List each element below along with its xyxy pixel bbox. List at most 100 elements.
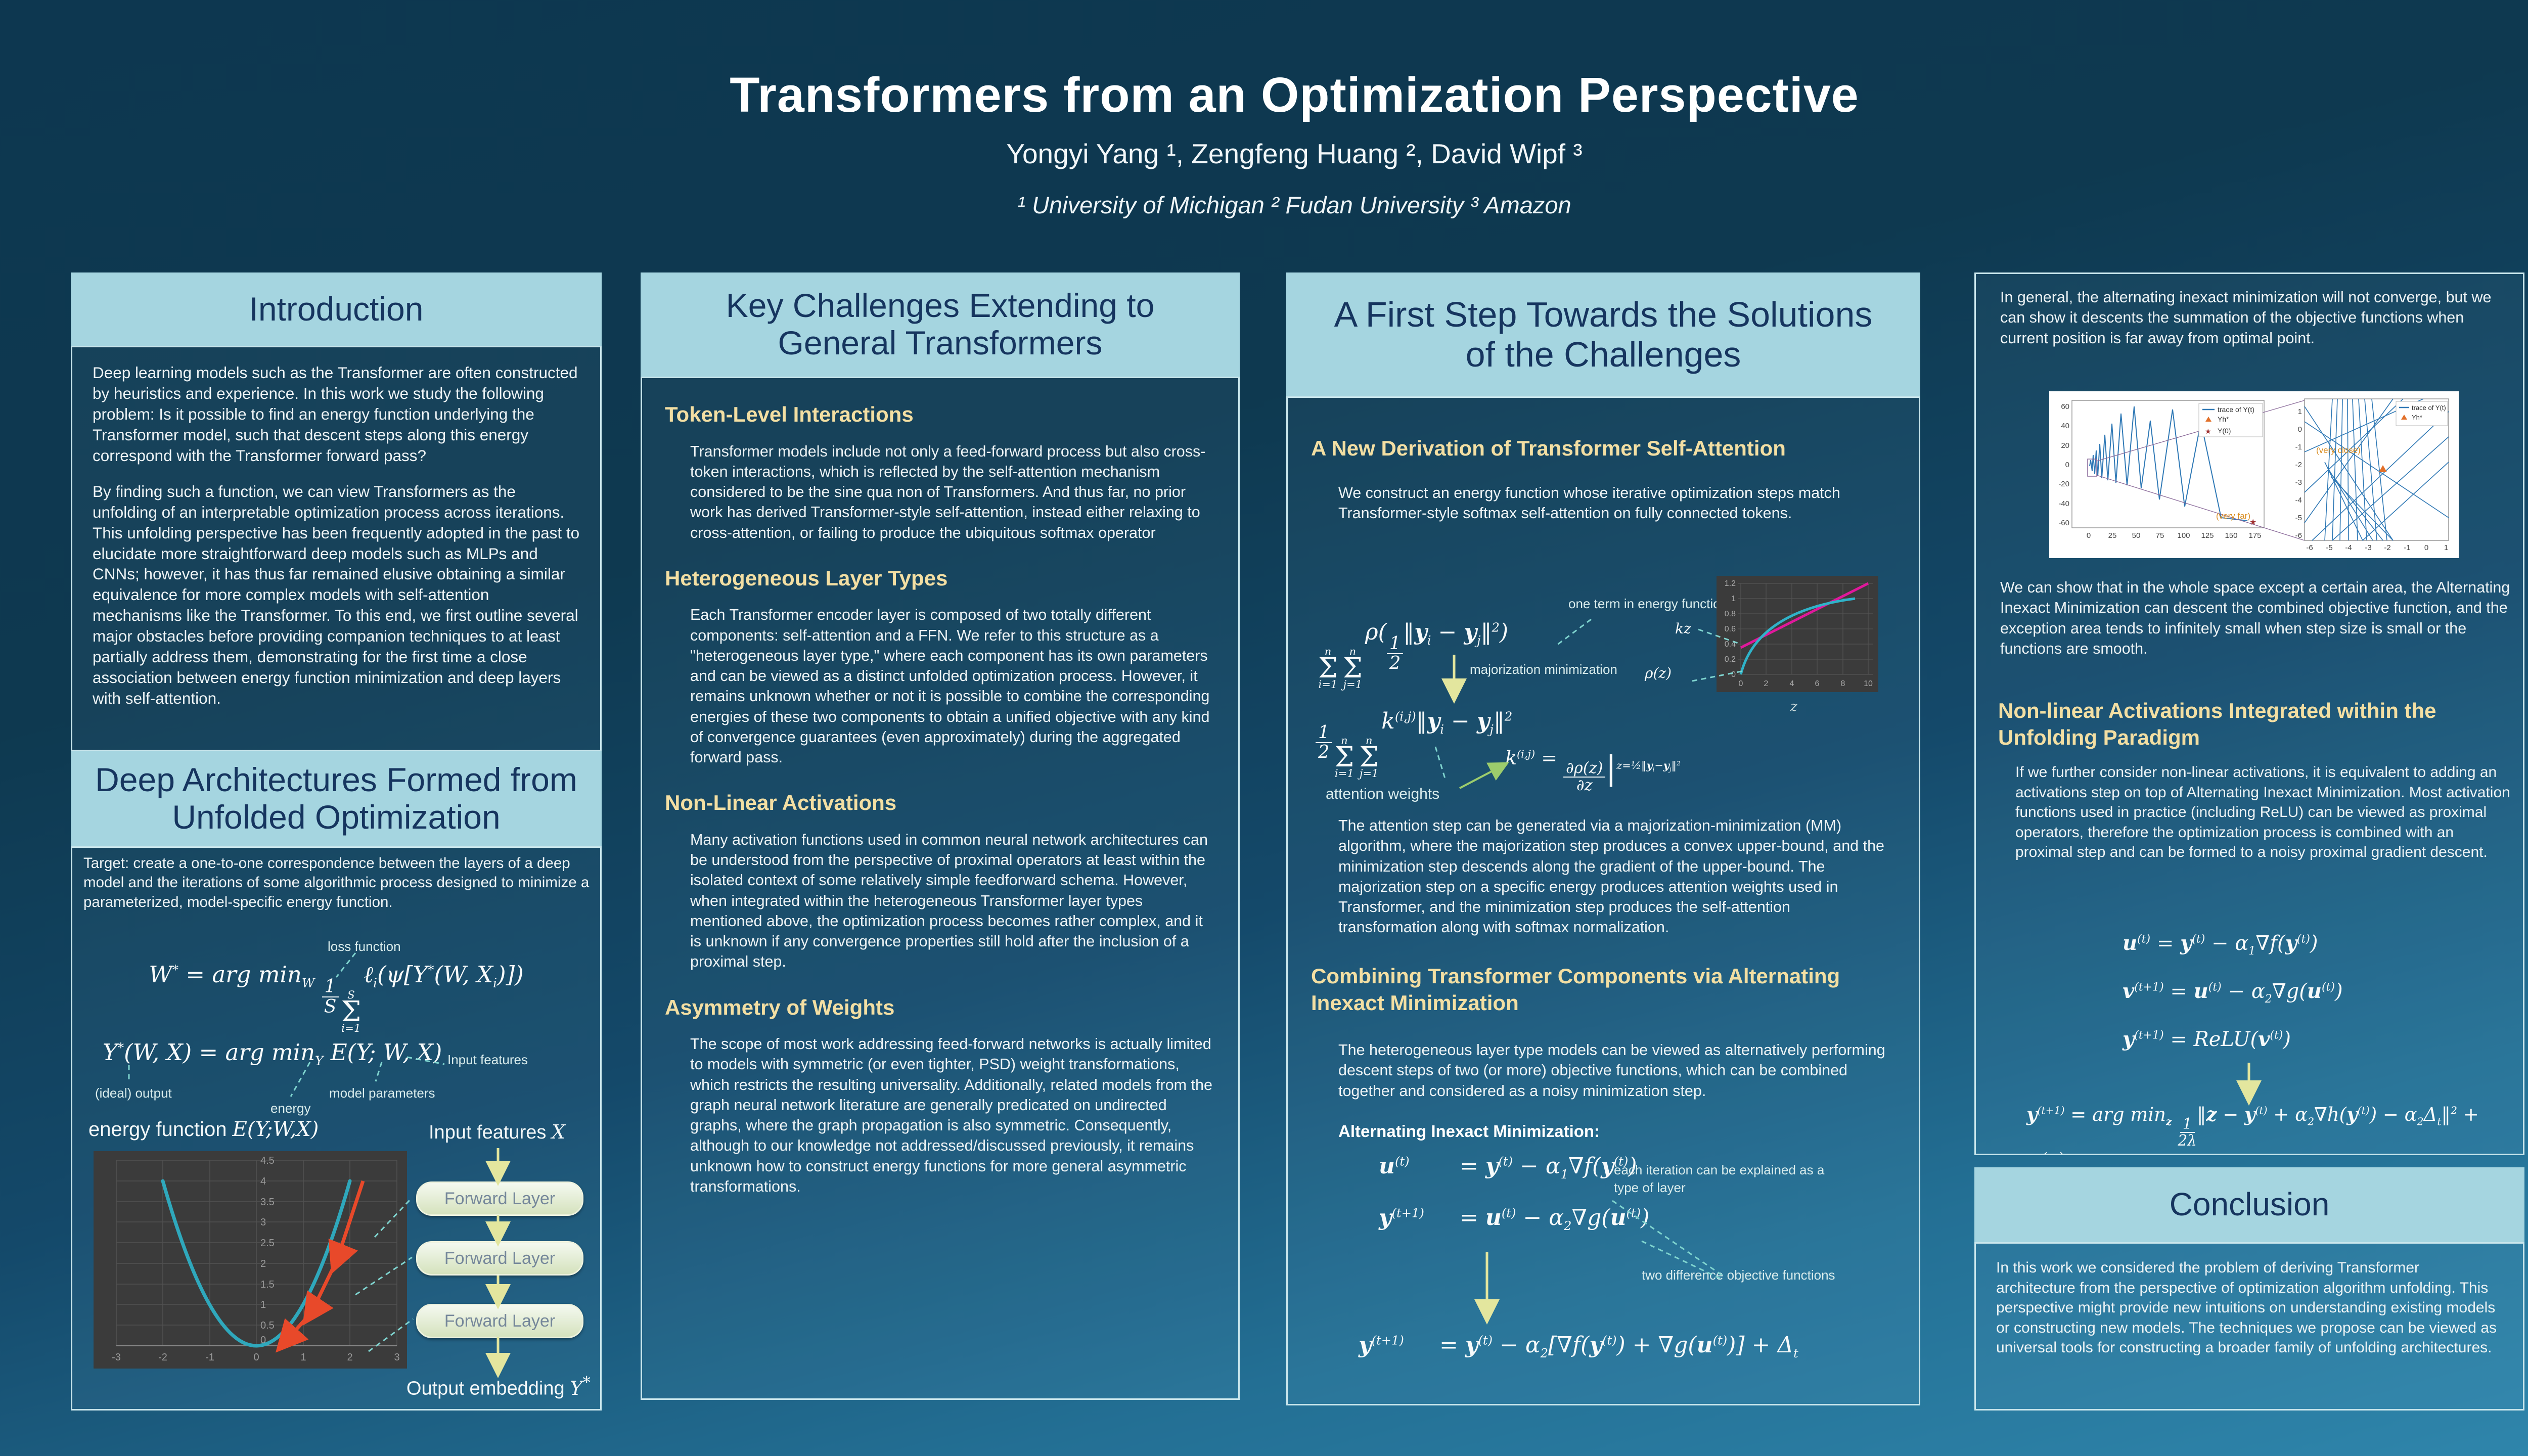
svg-text:2: 2 [260,1258,266,1269]
section-header-deep-architectures: Deep Architectures Formed from Unfolded … [71,751,602,846]
forward-layer-box-1: Forward Layer [416,1181,583,1216]
subsection-token-level-body: Transformer models include not only a fe… [690,442,1206,541]
svg-text:-20: -20 [2058,480,2069,488]
formula-prox-step2: v(t+1) = u(t) − α2∇g(u(t)) [2123,979,2343,1006]
svg-text:-6: -6 [2306,543,2313,552]
subsection-nonlinear-body: Many activation functions used in common… [690,831,1208,971]
annotation-model-parameters: model parameters [329,1085,435,1101]
section-header-conclusion-label: Conclusion [2169,1186,2330,1223]
section-header-key-challenges: Key Challenges Extending to General Tran… [641,272,1240,377]
legend-trace-label: trace of Y(t) [2412,404,2446,412]
svg-text:-2: -2 [2384,543,2390,552]
svg-text:0.4: 0.4 [1725,640,1736,649]
subsection-nonlinear-unfolding-body: If we further consider non-linear activa… [2015,764,2510,861]
svg-text:-1: -1 [2295,443,2302,451]
legend-optimum-label: Yh* [2218,415,2229,423]
analysis-paragraph-2: We can show that in the whole space exce… [2000,579,2510,657]
section-header-first-step-label: A First Step Towards the Solutions of th… [1334,295,1873,374]
zoom-line-bottom [2096,475,2305,541]
annotation-attention-weights: attention weights [1326,786,1440,802]
x-tick-labels: -3 -2 -1 0 1 2 3 [112,1352,399,1363]
x-tick-labels: 0 2 4 6 8 10 [1739,679,1873,688]
svg-text:1: 1 [300,1352,306,1363]
svg-text:0: 0 [1739,679,1743,688]
output-embedding-label: Output embedding Y* [406,1374,591,1399]
formula-attention-weight: k(i,j) = ∂ρ(z) ∂z |z=½‖yi−yj‖² [1505,747,1681,794]
deep-target-text: Target: create a one-to-one corresponden… [83,855,590,911]
svg-text:4: 4 [260,1176,266,1187]
svg-text:25: 25 [2108,531,2117,540]
subsection-token-level-title: Token-Level Interactions [665,402,914,426]
svg-text:150: 150 [2225,531,2237,540]
forward-layer-box-2: Forward Layer [416,1241,583,1276]
input-features-label: Input features X [429,1121,565,1143]
subsection-derivation-body: We construct an energy function whose it… [1338,484,1840,522]
mm-paragraph: The attention step can be generated via … [1338,817,1885,936]
output-y-math: Y* [570,1374,591,1399]
annotation-majorization: majorization minimization [1470,662,1617,677]
conclusion-panel: In this work we considered the problem o… [1974,1242,2524,1410]
svg-text:-2: -2 [158,1352,167,1363]
svg-text:-3: -3 [2295,478,2302,487]
svg-text:-2: -2 [2295,461,2302,469]
svg-text:3: 3 [394,1352,399,1363]
svg-text:0.2: 0.2 [1725,655,1736,664]
formula-aim-step1: u(t) = y(t) − α1∇f(y(t)) [1379,1153,1637,1181]
subsection-heterogeneous-title: Heterogeneous Layer Types [665,566,948,590]
analysis-panel: In general, the alternating inexact mini… [1974,272,2524,1155]
legend-optimum-label: Yh* [2412,414,2422,421]
svg-text:-3: -3 [2365,543,2371,552]
svg-text:60: 60 [2061,402,2069,411]
key-challenges-panel: Token-Level Interactions Transformer mod… [641,377,1240,1400]
svg-text:3.5: 3.5 [260,1197,275,1208]
right-x-ticks: -6 -5 -4 -3 -2 -1 0 1 [2306,543,2448,552]
svg-text:-4: -4 [2295,496,2302,505]
introduction-paragraph-1: Deep learning models such as the Transfo… [93,363,578,465]
svg-text:0: 0 [260,1335,266,1346]
zoom-rect [2087,459,2097,477]
y-tick-labels: 4.5 4 3.5 3 2.5 2 1.5 1 0.5 0 [260,1155,275,1346]
svg-text:40: 40 [2061,422,2069,430]
descent-arrows [276,1180,365,1353]
formula-combined-step: y(t+1) = y(t) − α2[∇f(y(t)) + ∇g(u(t))] +… [1359,1332,1798,1360]
svg-text:0: 0 [1731,670,1736,679]
svg-text:-60: -60 [2058,519,2069,527]
annotation-two-difference: two difference objective functions [1642,1267,1835,1283]
svg-text:3: 3 [260,1217,266,1228]
svg-text:0.5: 0.5 [260,1320,275,1331]
introduction-paragraph-2: By finding such a function, we can view … [93,482,580,708]
label-z-axis: z [1790,699,1797,714]
formula-prox-step1: u(t) = y(t) − α1∇f(y(t)) [2123,931,2318,958]
section-header-introduction-label: Introduction [249,290,424,328]
annotation-loss-function: loss function [328,939,401,954]
svg-text:0: 0 [2298,425,2302,434]
formula-aim-step2: y(t+1) = u(t) − α2∇g(u(t)) [1379,1205,1650,1233]
convergence-figure: 60 40 20 0 -20 -40 -60 0 25 50 75 100 12… [2049,391,2459,558]
svg-text:0.6: 0.6 [1725,625,1736,633]
subsection-asymmetry-title: Asymmetry of Weights [665,995,895,1019]
formula-inner-objective: Y*(W, X) = arg minY E(Y; W, X) [103,1039,442,1068]
legend-trace-label: trace of Y(t) [2218,405,2254,414]
svg-text:1: 1 [1731,595,1736,603]
section-header-key-challenges-label: Key Challenges Extending to General Tran… [726,287,1155,361]
deep-architectures-panel: Target: create a one-to-one corresponden… [71,846,602,1410]
svg-text:75: 75 [2156,531,2164,540]
energy-parabola-chart: 4.5 4 3.5 3 2.5 2 1.5 1 0.5 0 -3 -2 -1 0… [94,1151,407,1369]
svg-text:-40: -40 [2058,499,2069,508]
analysis-paragraph-1: In general, the alternating inexact mini… [2000,289,2492,347]
annotation-energy: energy [270,1101,311,1116]
svg-text:100: 100 [2177,531,2190,540]
svg-text:-3: -3 [112,1352,121,1363]
energy-function-math: E(Y;W,X) [232,1118,319,1141]
subsection-nonlinear-title: Non-Linear Activations [665,791,897,815]
majorization-chart: 1.2 1 0.8 0.6 0.4 0.2 0 0 2 4 6 8 10 [1717,576,1878,692]
svg-text:1: 1 [260,1299,266,1310]
legend-triangle-icon [2205,417,2211,422]
svg-text:4.5: 4.5 [260,1155,275,1166]
svg-text:4: 4 [1790,679,1794,688]
svg-text:0: 0 [2424,543,2428,552]
section-header-conclusion: Conclusion [1974,1167,2524,1242]
svg-text:10: 10 [1864,679,1873,688]
